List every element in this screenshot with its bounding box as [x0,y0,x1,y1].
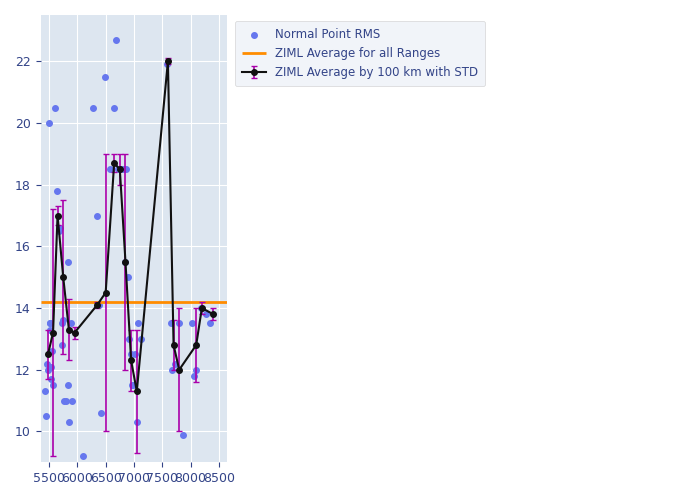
Normal Point RMS [201,310,212,318]
Normal Point RMS [42,360,53,368]
Normal Point RMS [95,409,106,417]
Normal Point RMS [57,316,69,324]
Normal Point RMS [43,119,55,127]
Normal Point RMS [78,452,89,460]
Normal Point RMS [45,320,56,328]
Normal Point RMS [99,72,111,80]
Normal Point RMS [39,388,50,396]
Normal Point RMS [54,227,65,235]
Normal Point RMS [129,350,140,358]
Normal Point RMS [128,381,139,389]
Normal Point RMS [161,60,172,68]
Legend: Normal Point RMS, ZIML Average for all Ranges, ZIML Average by 100 km with STD: Normal Point RMS, ZIML Average for all R… [235,21,485,86]
Normal Point RMS [204,320,216,328]
Normal Point RMS [131,418,142,426]
Normal Point RMS [63,381,74,389]
Normal Point RMS [115,165,126,173]
Normal Point RMS [119,258,130,266]
Normal Point RMS [47,347,58,355]
Normal Point RMS [88,104,99,112]
Normal Point RMS [117,165,128,173]
Normal Point RMS [56,320,67,328]
Normal Point RMS [55,224,66,232]
Normal Point RMS [44,326,55,334]
Normal Point RMS [64,418,75,426]
Normal Point RMS [48,381,59,389]
Normal Point RMS [94,301,105,309]
Normal Point RMS [169,360,181,368]
Normal Point RMS [111,36,122,44]
Normal Point RMS [174,320,185,328]
Normal Point RMS [43,366,54,374]
Normal Point RMS [58,396,69,404]
Normal Point RMS [120,165,132,173]
Normal Point RMS [133,320,144,328]
Normal Point RMS [126,381,137,389]
Normal Point RMS [135,335,146,343]
Normal Point RMS [108,104,119,112]
Normal Point RMS [195,304,206,312]
Normal Point RMS [57,341,68,349]
Normal Point RMS [66,320,77,328]
Normal Point RMS [186,320,197,328]
Normal Point RMS [91,212,102,220]
Normal Point RMS [125,350,136,358]
Normal Point RMS [122,273,134,281]
Normal Point RMS [104,165,116,173]
Normal Point RMS [167,366,178,374]
Normal Point RMS [44,320,55,328]
Normal Point RMS [46,375,57,383]
Normal Point RMS [124,335,135,343]
Normal Point RMS [66,396,78,404]
Normal Point RMS [60,396,71,404]
Normal Point RMS [190,366,202,374]
Normal Point RMS [51,187,62,195]
Normal Point RMS [178,430,189,438]
Normal Point RMS [62,258,74,266]
Normal Point RMS [46,362,57,370]
Normal Point RMS [113,165,124,173]
Normal Point RMS [49,104,60,112]
Normal Point RMS [188,372,199,380]
Normal Point RMS [165,320,176,328]
Normal Point RMS [41,412,52,420]
